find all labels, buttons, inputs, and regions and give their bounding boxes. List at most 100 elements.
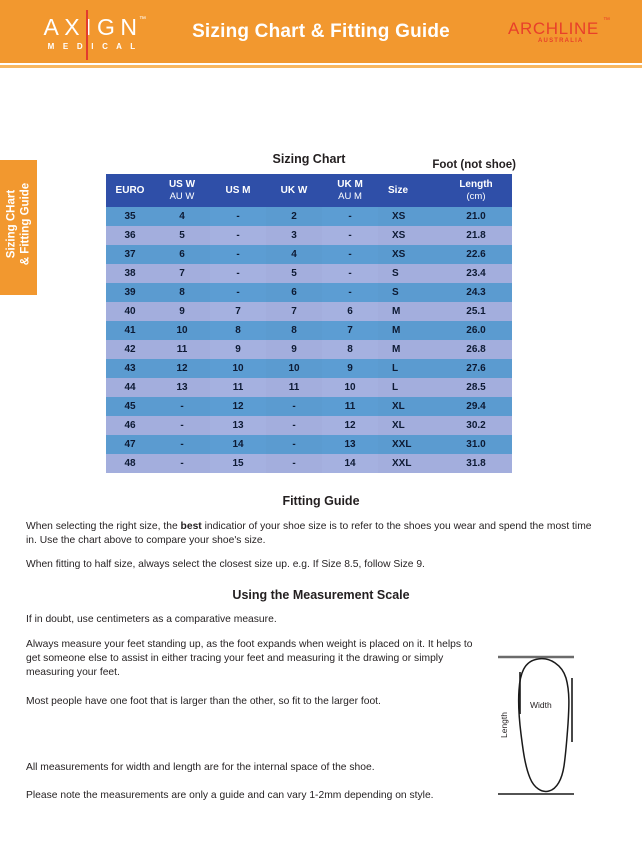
axign-logo-accent-bar (86, 10, 88, 60)
foot-outline-icon (498, 655, 574, 795)
cell-size: S (378, 283, 440, 302)
cell-usw: - (154, 454, 210, 473)
cell-usw: 11 (154, 340, 210, 359)
cell-ukw: - (266, 397, 322, 416)
table-row: 43 12 10 10 9 L 27.6 (106, 359, 512, 378)
cell-euro: 48 (106, 454, 154, 473)
cell-size: M (378, 321, 440, 340)
cell-ukw: - (266, 416, 322, 435)
cell-euro: 35 (106, 207, 154, 226)
foot-measurement-diagram: Width Length (494, 648, 622, 808)
cell-euro: 47 (106, 435, 154, 454)
diagram-length-label: Length (499, 712, 509, 738)
archline-logo-subtext: AUSTRALIA (538, 38, 584, 44)
cell-size: XS (378, 207, 440, 226)
fg-p1-emphasis: best (180, 521, 202, 532)
cell-ukm: 8 (322, 340, 378, 359)
cell-length: 21.0 (440, 207, 512, 226)
column-header-us-m: US M (210, 174, 266, 207)
cell-usw: - (154, 435, 210, 454)
cell-usm: - (210, 226, 266, 245)
cell-usm: 9 (210, 340, 266, 359)
cell-usw: - (154, 416, 210, 435)
cell-ukw: 5 (266, 264, 322, 283)
cell-ukw: 6 (266, 283, 322, 302)
cell-length: 29.4 (440, 397, 512, 416)
cell-ukw: - (266, 454, 322, 473)
table-row: 38 7-5- S 23.4 (106, 264, 512, 283)
measurement-paragraph-1: If in doubt, use centimeters as a compar… (26, 614, 277, 625)
table-row: 35 4-2- XS 21.0 (106, 207, 512, 226)
cell-size: L (378, 378, 440, 397)
measurement-paragraph-5: Please note the measurements are only a … (26, 790, 434, 801)
cell-usm: - (210, 207, 266, 226)
cell-usw: 7 (154, 264, 210, 283)
cell-euro: 40 (106, 302, 154, 321)
table-row: 45-12-11 XL 29.4 (106, 397, 512, 416)
cell-euro: 41 (106, 321, 154, 340)
fg-p1-part1: When selecting the right size, the (26, 521, 181, 532)
table-row: 40 9 7 7 6 M 25.1 (106, 302, 512, 321)
axign-logo-subtext: M E D I C A L (47, 42, 139, 51)
table-row: 48-15-14 XXL 31.8 (106, 454, 512, 473)
cell-length: 21.8 (440, 226, 512, 245)
cell-euro: 44 (106, 378, 154, 397)
cell-usw: 12 (154, 359, 210, 378)
cell-ukm: 7 (322, 321, 378, 340)
header-divider (0, 65, 642, 68)
side-tab-label: Sizing CHart & Fitting Guide (5, 182, 32, 266)
cell-ukm: 11 (322, 397, 378, 416)
axign-logo: AXIGN M E D I C A L ™ (32, 10, 154, 60)
cell-length: 28.5 (440, 378, 512, 397)
cell-usm: 12 (210, 397, 266, 416)
cell-ukw: 8 (266, 321, 322, 340)
cell-ukm: - (322, 207, 378, 226)
cell-usm: 14 (210, 435, 266, 454)
cell-ukw: 7 (266, 302, 322, 321)
table-row: 47-14-13 XXL 31.0 (106, 435, 512, 454)
cell-usw: 6 (154, 245, 210, 264)
cell-usm: 7 (210, 302, 266, 321)
cell-length: 27.6 (440, 359, 512, 378)
cell-ukw: 10 (266, 359, 322, 378)
cell-size: XL (378, 397, 440, 416)
cell-ukw: 2 (266, 207, 322, 226)
measurement-scale-heading: Using the Measurement Scale (232, 588, 410, 602)
axign-logo-text: AXIGN (43, 14, 143, 40)
cell-usw: 4 (154, 207, 210, 226)
sizing-table: EURO US W AU W US M UK W UK M AU M Size Le… (106, 174, 512, 473)
cell-ukm: - (322, 226, 378, 245)
column-header-uk-w: UK W (266, 174, 322, 207)
cell-usm: - (210, 245, 266, 264)
cell-usw: 9 (154, 302, 210, 321)
cell-ukw: 3 (266, 226, 322, 245)
cell-ukw: 9 (266, 340, 322, 359)
sizing-chart-title: Sizing Chart (272, 152, 346, 166)
cell-ukm: - (322, 264, 378, 283)
cell-length: 31.8 (440, 454, 512, 473)
cell-euro: 36 (106, 226, 154, 245)
column-header-us-w: US W AU W (154, 174, 210, 207)
measurement-paragraph-4: All measurements for width and length ar… (26, 762, 375, 773)
sizing-table-body: 35 4-2- XS 21.0 36 5-3- XS 21.8 37 6-4- XS 22.6 38 7-… (106, 207, 512, 473)
cell-usm: 11 (210, 378, 266, 397)
cell-length: 22.6 (440, 245, 512, 264)
column-header-size: Size (378, 174, 440, 207)
measurement-paragraph-3: Most people have one foot that is larger… (26, 696, 381, 707)
cell-size: S (378, 264, 440, 283)
cell-euro: 38 (106, 264, 154, 283)
table-row: 37 6-4- XS 22.6 (106, 245, 512, 264)
table-row: 41 10 8 8 7 M 26.0 (106, 321, 512, 340)
cell-length: 30.2 (440, 416, 512, 435)
fitting-guide-paragraph-2: When fitting to half size, always select… (26, 559, 425, 570)
cell-ukm: 6 (322, 302, 378, 321)
page-title: Sizing Chart & Fitting Guide (192, 21, 450, 42)
cell-euro: 37 (106, 245, 154, 264)
measurement-paragraph-2: Always measure your feet standing up, as… (26, 639, 473, 678)
cell-ukm: - (322, 283, 378, 302)
cell-ukw: 4 (266, 245, 322, 264)
cell-usm: 8 (210, 321, 266, 340)
cell-usm: - (210, 283, 266, 302)
cell-euro: 39 (106, 283, 154, 302)
